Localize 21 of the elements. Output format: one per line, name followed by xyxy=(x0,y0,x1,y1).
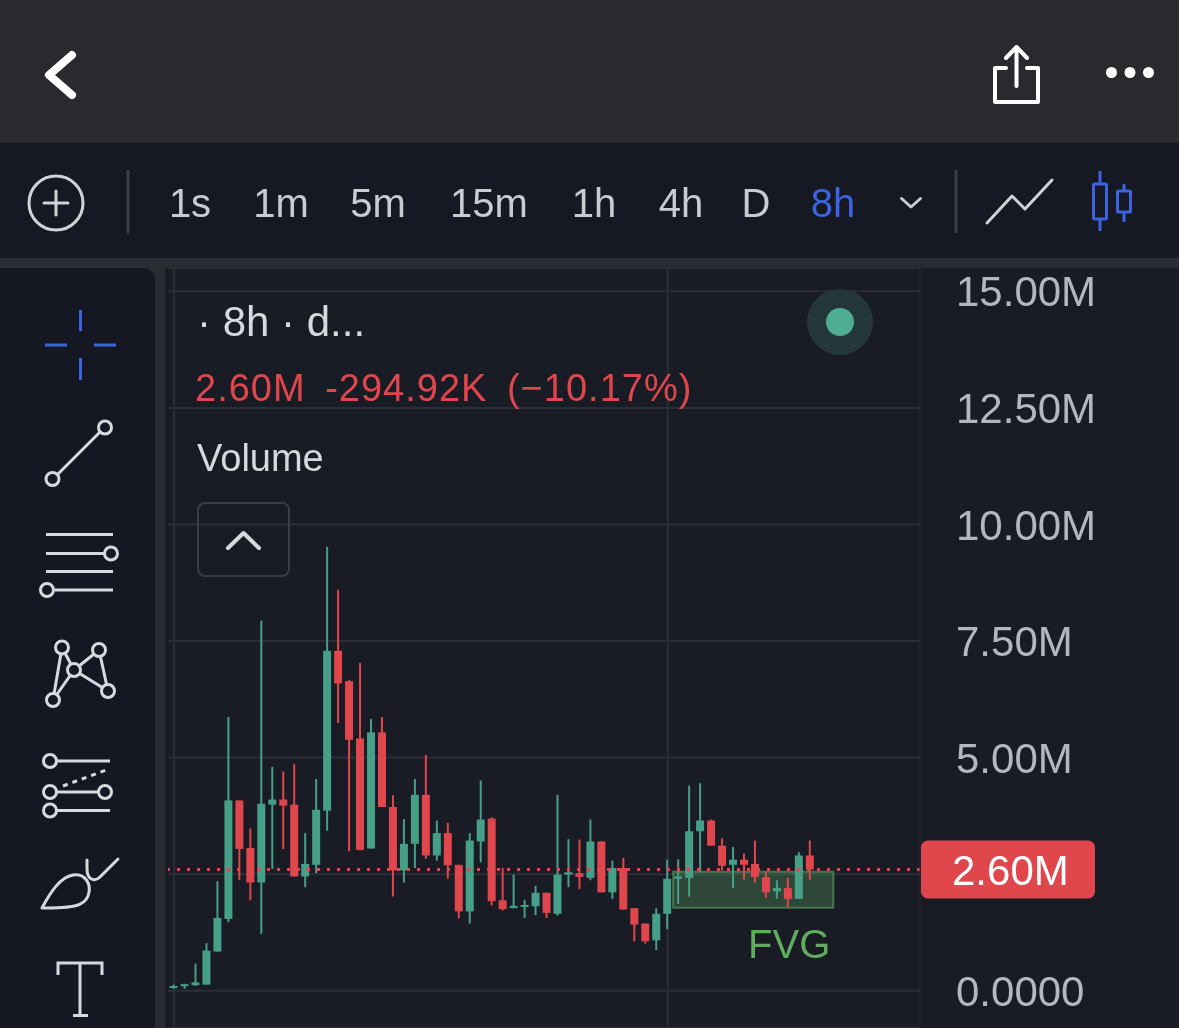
candlestick xyxy=(268,766,277,870)
y-tick-label: 12.50M xyxy=(956,385,1097,432)
text: 8h xyxy=(809,181,857,225)
text: 15m xyxy=(449,181,529,225)
text: 1h xyxy=(570,181,618,225)
text: · 8h · d... xyxy=(197,298,366,345)
ref-line-label: 2.60M xyxy=(952,846,1069,894)
text: 1m xyxy=(252,181,310,225)
candlestick xyxy=(279,771,288,849)
y-tick-label: 10.00M xyxy=(956,501,1097,549)
y-tick-label: 15.00M xyxy=(956,268,1097,316)
y-tick-label: 5.00M xyxy=(956,734,1073,782)
band-label: FVG xyxy=(748,921,831,966)
text: 2.60M -294.92K (−10.17%) xyxy=(195,367,693,409)
text: D xyxy=(741,181,771,225)
text: 5m xyxy=(349,181,407,225)
text: 1s xyxy=(167,181,213,225)
text: 4h xyxy=(657,181,705,225)
y-tick-label: 0.0000 xyxy=(956,967,1085,1015)
annotation: Volume xyxy=(197,437,324,479)
y-tick-label: 7.50M xyxy=(956,618,1073,666)
